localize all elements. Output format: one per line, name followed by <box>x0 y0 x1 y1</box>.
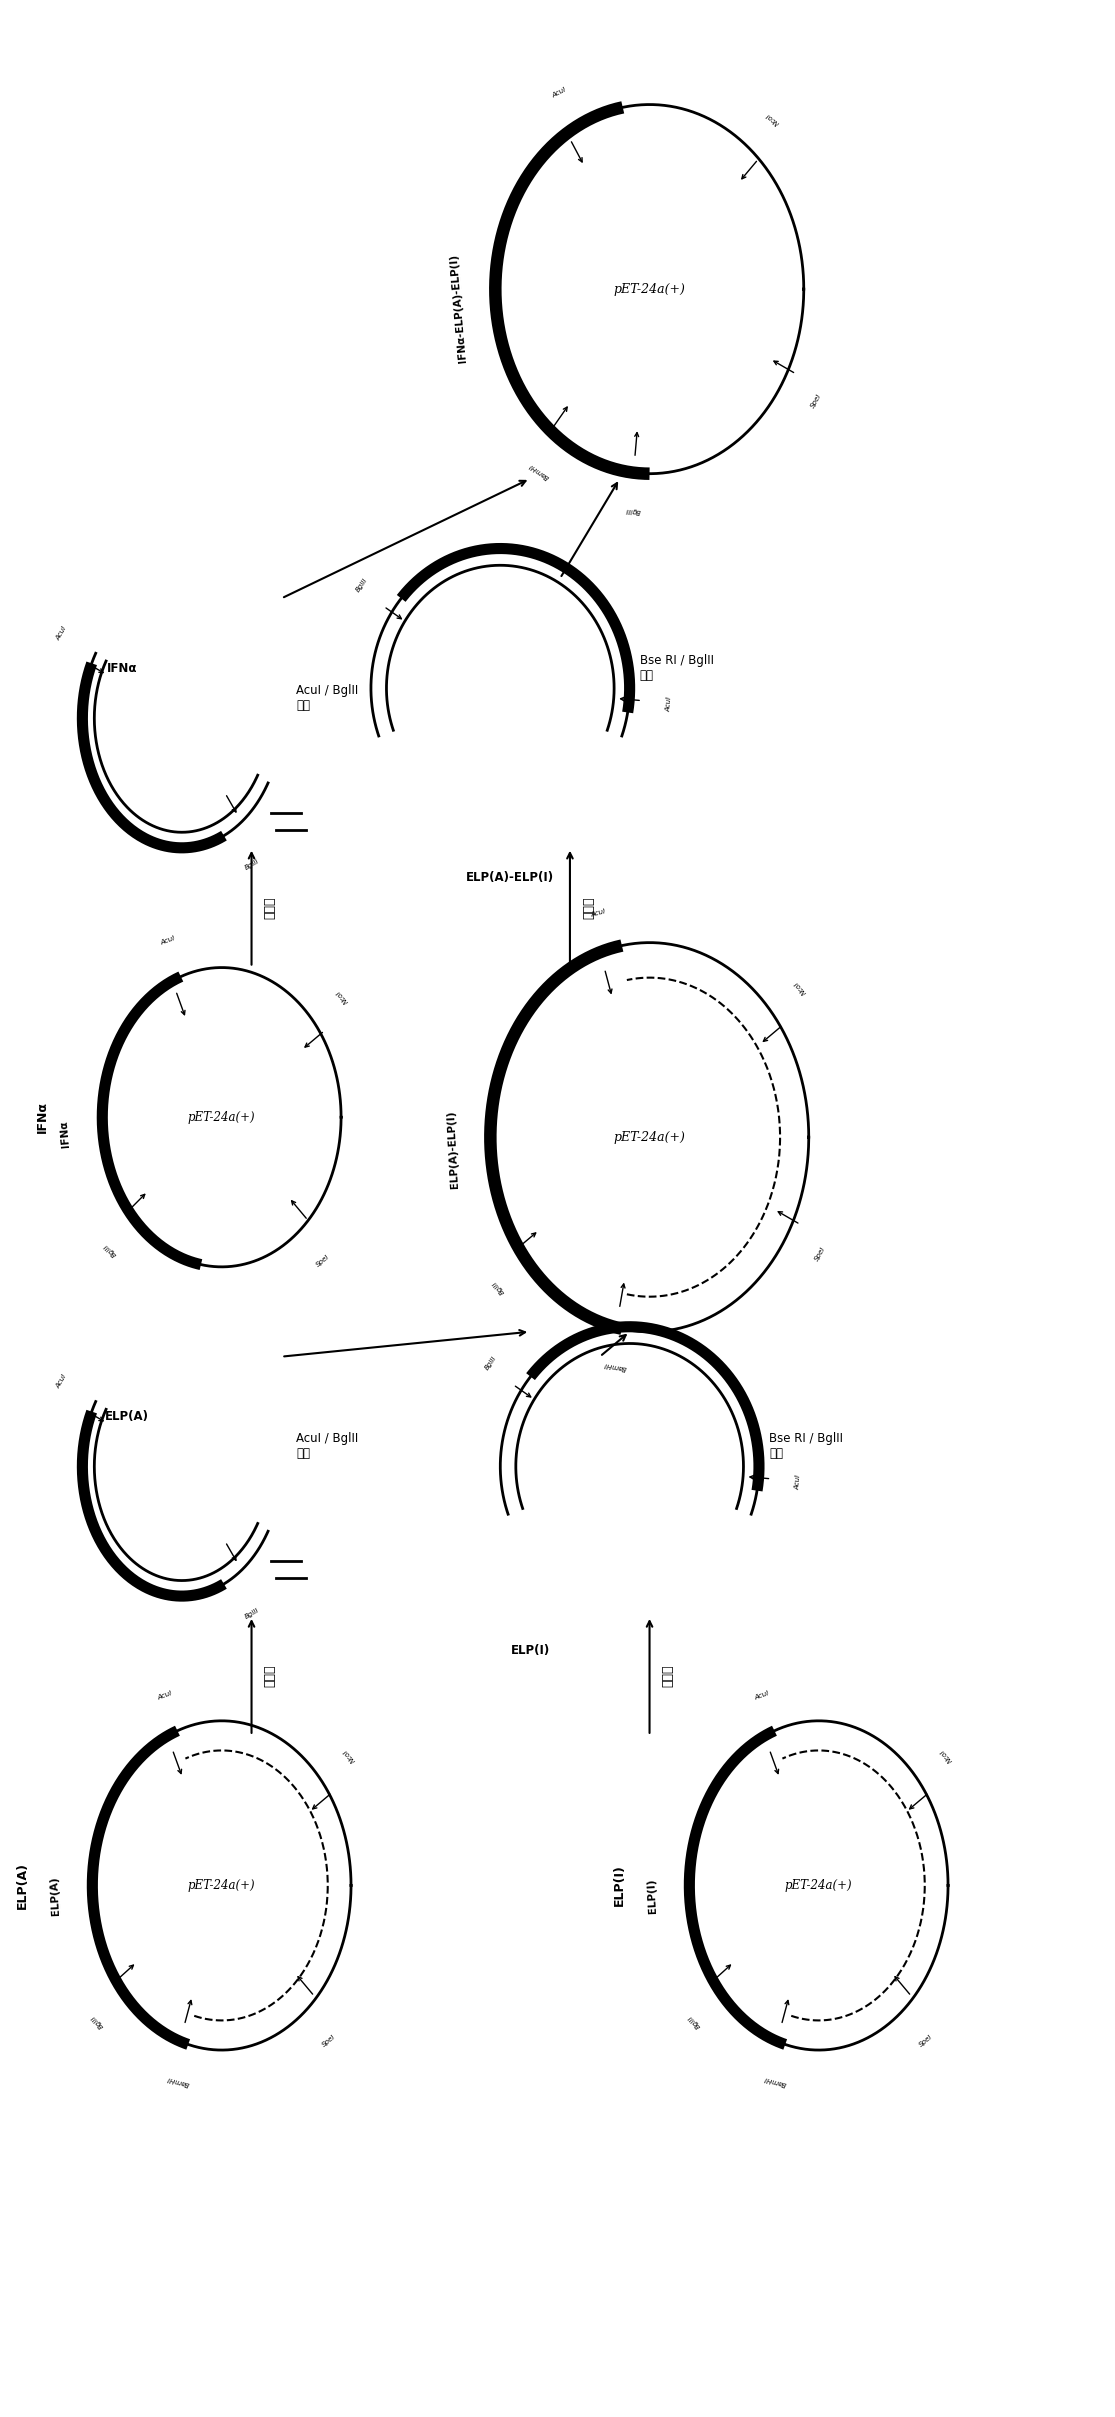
Text: NcoI: NcoI <box>342 1747 357 1762</box>
Text: pET-24a(+): pET-24a(+) <box>613 283 686 295</box>
Text: AcuI: AcuI <box>159 935 176 947</box>
Text: AcuI: AcuI <box>754 1689 769 1702</box>
Text: SpeI: SpeI <box>919 2033 934 2047</box>
Text: BglII: BglII <box>492 1279 506 1296</box>
Text: 双酶切: 双酶切 <box>263 897 277 918</box>
Text: SpeI: SpeI <box>809 392 822 408</box>
Text: AcuI / BglII
酶切: AcuI / BglII 酶切 <box>297 684 359 713</box>
Text: ELP(A): ELP(A) <box>105 1409 149 1424</box>
Text: NcoI: NcoI <box>334 989 349 1005</box>
Text: AcuI / BglII
酶切: AcuI / BglII 酶切 <box>297 1433 359 1460</box>
Text: 双酶切: 双酶切 <box>263 1665 277 1687</box>
Text: NcoI: NcoI <box>765 111 780 126</box>
Text: BamHI: BamHI <box>529 462 551 481</box>
Text: BglII: BglII <box>624 508 641 515</box>
Text: BglII: BglII <box>243 1607 260 1619</box>
Text: IFNα-ELP(A)-ELP(I): IFNα-ELP(A)-ELP(I) <box>448 254 468 363</box>
Text: AcuI: AcuI <box>55 1373 68 1390</box>
Text: AcuI: AcuI <box>795 1474 802 1489</box>
Text: BglII: BglII <box>90 2013 105 2028</box>
Text: BglII: BglII <box>687 2013 701 2028</box>
Text: 双酶切: 双酶切 <box>582 897 595 918</box>
Text: 双酶切: 双酶切 <box>661 1665 675 1687</box>
Text: ELP(A): ELP(A) <box>49 1876 60 1917</box>
Text: AcuI: AcuI <box>156 1689 173 1702</box>
Text: SpeI: SpeI <box>814 1245 826 1262</box>
Text: BglII: BglII <box>484 1356 498 1370</box>
Text: AcuI: AcuI <box>55 626 68 641</box>
Text: ELP(A)-ELP(I): ELP(A)-ELP(I) <box>446 1109 459 1189</box>
Text: AcuI: AcuI <box>591 909 607 918</box>
Text: NcoI: NcoI <box>940 1747 954 1762</box>
Text: NcoI: NcoI <box>793 979 807 996</box>
Text: IFNα: IFNα <box>59 1119 71 1148</box>
Text: pET-24a(+): pET-24a(+) <box>785 1878 853 1893</box>
Text: ELP(I): ELP(I) <box>511 1644 550 1658</box>
Text: BglII: BglII <box>355 578 369 592</box>
Text: BglII: BglII <box>103 1242 118 1257</box>
Text: IFNα: IFNα <box>107 662 137 674</box>
Text: pET-24a(+): pET-24a(+) <box>613 1131 686 1143</box>
Text: BamHI: BamHI <box>603 1361 628 1370</box>
Text: BglII: BglII <box>243 858 260 873</box>
Text: ELP(I): ELP(I) <box>613 1864 627 1907</box>
Text: pET-24a(+): pET-24a(+) <box>187 1112 255 1124</box>
Text: BamHI: BamHI <box>764 2076 787 2086</box>
Text: ELP(A)-ELP(I): ELP(A)-ELP(I) <box>466 870 554 885</box>
Text: Bse RI / BglII
酶切: Bse RI / BglII 酶切 <box>640 655 714 682</box>
Text: pET-24a(+): pET-24a(+) <box>187 1878 255 1893</box>
Text: IFNα: IFNα <box>36 1102 49 1134</box>
Text: Bse RI / BglII
酶切: Bse RI / BglII 酶切 <box>769 1433 843 1460</box>
Text: AcuI: AcuI <box>551 87 568 99</box>
Text: SpeI: SpeI <box>321 2033 337 2047</box>
Text: SpeI: SpeI <box>314 1254 330 1269</box>
Text: BamHI: BamHI <box>166 2076 191 2086</box>
Text: ELP(I): ELP(I) <box>646 1878 658 1914</box>
Text: AcuI: AcuI <box>666 696 672 711</box>
Text: ELP(A): ELP(A) <box>17 1861 29 1909</box>
